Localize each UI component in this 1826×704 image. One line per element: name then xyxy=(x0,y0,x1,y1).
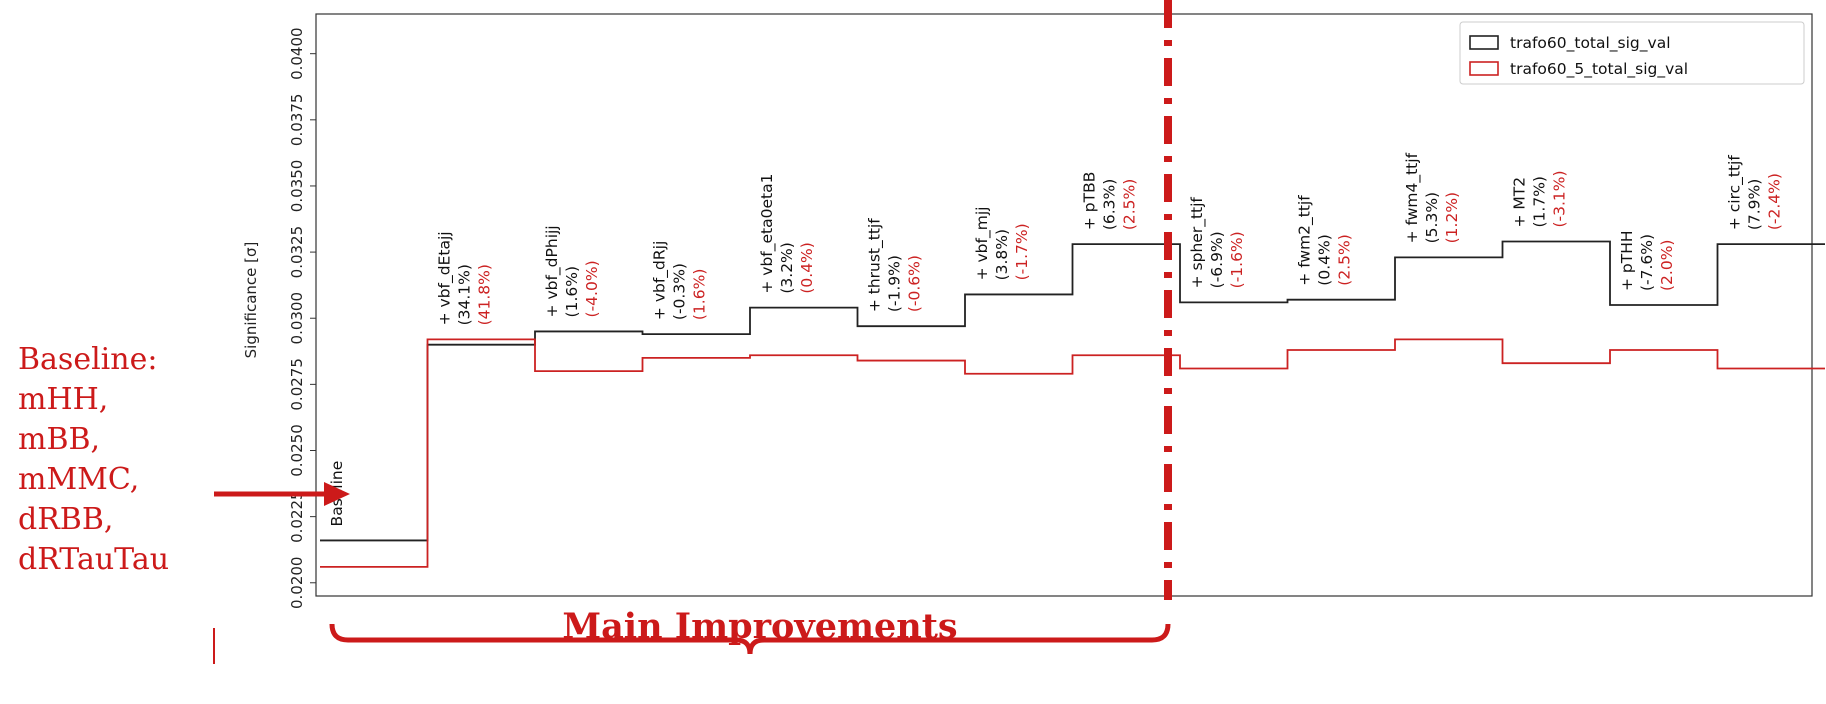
series-line-red xyxy=(320,338,1825,568)
step-pct-red: (1.2%) xyxy=(1443,192,1461,243)
step-name: + pTHH xyxy=(1618,230,1636,291)
step-pct-red: (-4.0%) xyxy=(583,260,601,317)
step-name: + vbf_eta0eta1 xyxy=(758,174,777,294)
step-pct-black: (7.9%) xyxy=(1746,179,1764,230)
legend-entry: trafo60_total_sig_val xyxy=(1510,34,1671,53)
step-name: + vbf_dEtajj xyxy=(436,231,455,325)
y-tick-label: 0.0375 xyxy=(288,94,306,146)
step-pct-red: (0.4%) xyxy=(798,242,816,293)
step-pct-red: (-2.4%) xyxy=(1766,173,1784,230)
step-label-group: + vbf_dRjj (-0.3%) (1.6%) xyxy=(651,241,709,320)
step-pct-red: (41.8%) xyxy=(476,264,494,325)
baseline-note-line: dRBB, xyxy=(18,502,114,537)
step-pct-black: (-6.9%) xyxy=(1208,231,1226,288)
step-pct-black: (34.1%) xyxy=(456,264,474,325)
step-pct-red: (-0.6%) xyxy=(906,255,924,312)
step-label-group: + thrust_ttjf (-1.9%) (-0.6%) xyxy=(866,218,924,312)
step-label-group: + pTBB (6.3%) (2.5%) xyxy=(1081,172,1139,231)
step-labels: Baseline+ vbf_dEtajj(34.1%)(41.8%)+ vbf_… xyxy=(328,152,1784,526)
step-pct-black: (6.3%) xyxy=(1101,179,1119,230)
y-tick-label: 0.0275 xyxy=(288,358,306,411)
baseline-note-line: mMMC, xyxy=(18,462,140,497)
legend-swatch xyxy=(1469,61,1499,76)
series-layer xyxy=(320,240,1825,568)
legend-box xyxy=(1459,21,1805,85)
step-label-group: + fwm4_ttjf (5.3%) (1.2%) xyxy=(1403,152,1461,243)
y-tick-label: 0.0250 xyxy=(288,424,306,477)
y-tick-label: 0.0300 xyxy=(288,292,306,345)
step-label-group: + vbf_dEtajj (34.1%) (41.8%) xyxy=(436,231,494,325)
y-tick-label: 0.0225 xyxy=(288,490,306,543)
baseline-note-line: mBB, xyxy=(18,422,101,457)
step-pct-black: (-1.9%) xyxy=(886,255,904,312)
step-pct-black: (1.6%) xyxy=(563,266,581,317)
baseline-note-line: mHH, xyxy=(18,382,109,417)
step-name: + spher_ttjf xyxy=(1188,197,1207,289)
step-pct-red: (1.6%) xyxy=(691,269,709,320)
step-label-group: + fwm2_ttjf (0.4%) (2.5%) xyxy=(1296,195,1354,286)
step-name: + fwm2_ttjf xyxy=(1296,195,1315,286)
y-tick-label: 0.0325 xyxy=(288,226,306,279)
annotation-overlay xyxy=(213,0,1172,664)
y-tick-label: 0.0200 xyxy=(288,557,306,610)
step-pct-black: (-7.6%) xyxy=(1638,234,1656,291)
step-name: + fwm4_ttjf xyxy=(1403,152,1422,243)
main-improvements-label: Main Improvements xyxy=(562,606,958,647)
step-label-group: + MT2 (1.7%) (-3.1%) xyxy=(1511,170,1569,227)
baseline-note: Baseline: mHH, mBB, mMMC, dRBB, dRTauTau xyxy=(18,340,169,580)
main-improvements-bracket xyxy=(329,623,1171,655)
step-name: + pTBB xyxy=(1081,172,1099,231)
step-pct-black: (5.3%) xyxy=(1423,192,1441,243)
step-pct-red: (2.0%) xyxy=(1658,240,1676,291)
y-axis-label: Significance [σ] xyxy=(242,242,260,359)
step-label-group: + vbf_eta0eta1 (3.2%) (0.4%) xyxy=(758,174,816,294)
step-pct-black: (0.4%) xyxy=(1316,234,1334,285)
step-pct-black: (1.7%) xyxy=(1531,176,1549,227)
baseline-note-line: Baseline: xyxy=(18,342,158,377)
plot-frame xyxy=(315,13,1813,597)
step-name: + vbf_dRjj xyxy=(651,241,670,320)
step-name: + vbf_mjj xyxy=(973,207,992,281)
legend-entry: trafo60_5_total_sig_val xyxy=(1510,60,1688,79)
step-name: + circ_ttjf xyxy=(1726,155,1745,231)
step-pct-black: (-0.3%) xyxy=(671,263,689,320)
step-name: + MT2 xyxy=(1511,177,1529,228)
y-tick-label: 0.0350 xyxy=(288,160,306,213)
step-label-group: + vbf_dPhijj (1.6%) (-4.0%) xyxy=(543,225,601,317)
y-tick-label: 0.0400 xyxy=(288,27,306,80)
step-label-group: + spher_ttjf (-6.9%) (-1.6%) xyxy=(1188,197,1246,289)
legend: trafo60_total_sig_val trafo60_5_total_sig… xyxy=(1459,21,1805,85)
y-ticks: 0.0200 0.0225 0.0250 0.0275 0.0300 0.0325 0.03… xyxy=(242,27,316,609)
plot-axes xyxy=(315,13,1813,597)
step-pct-red: (2.5%) xyxy=(1121,179,1139,230)
step-pct-red: (-3.1%) xyxy=(1551,170,1569,227)
baseline-arrow-head xyxy=(324,482,350,506)
step-label-group: + circ_ttjf (7.9%) (-2.4%) xyxy=(1726,155,1784,231)
step-pct-red: (-1.7%) xyxy=(1013,223,1031,280)
step-pct-red: (2.5%) xyxy=(1336,234,1354,285)
step-label-group: + pTHH (-7.6%) (2.0%) xyxy=(1618,230,1676,291)
step-pct-black: (3.2%) xyxy=(778,242,796,293)
step-pct-black: (3.8%) xyxy=(993,229,1011,280)
step-name: + vbf_dPhijj xyxy=(543,225,562,317)
step-label-group: + vbf_mjj (3.8%) (-1.7%) xyxy=(973,207,1031,281)
series-line-black xyxy=(320,240,1825,542)
step-pct-red: (-1.6%) xyxy=(1228,231,1246,288)
legend-swatch xyxy=(1469,35,1499,50)
step-name: + thrust_ttjf xyxy=(866,218,885,312)
baseline-note-line: dRTauTau xyxy=(18,542,170,577)
